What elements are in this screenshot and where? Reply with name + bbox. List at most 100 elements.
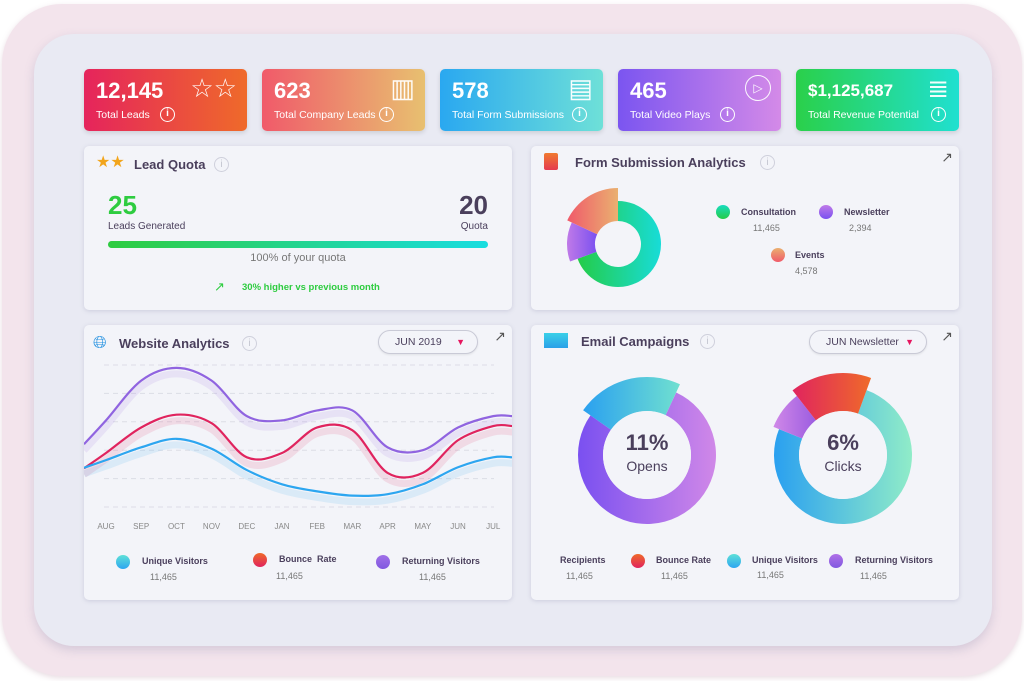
stat-label: Total Revenue Potential [808, 109, 919, 121]
stat-card-total-leads[interactable]: 12,145 Total Leads i ☆☆ [84, 69, 247, 131]
play-icon: ▷ [745, 75, 771, 101]
info-icon[interactable]: i [760, 155, 775, 170]
series-line-unique-visitors [84, 437, 512, 497]
expand-icon[interactable]: ↗ [494, 328, 506, 344]
x-tick-label: AUG [97, 522, 115, 531]
x-tick-label: DEC [238, 522, 256, 531]
stat-value: 12,145 [96, 78, 164, 103]
stars-icon: ☆☆ [190, 73, 237, 103]
stat-label: Total Leads [96, 109, 150, 121]
legend-label: Events [795, 250, 825, 260]
dropdown-value: JUN 2019 [395, 336, 442, 348]
x-tick-label: SEP [133, 522, 150, 531]
x-tick-label: OCT [167, 522, 185, 531]
legend-label: Unique Visitors [142, 556, 208, 566]
caret-down-icon: ▼ [905, 337, 914, 347]
stat-card-revenue-potential[interactable]: $1,125,687 Total Revenue Potential i ≣ [796, 69, 959, 131]
legend-dot-bounce-rate [253, 553, 267, 567]
building-stars-icon: ▥ [390, 73, 415, 103]
stat-value: $1,125,687 [808, 81, 894, 100]
legend-label: Unique Visitors [752, 555, 818, 565]
trend-up-icon: ↗ [214, 279, 225, 294]
website-analytics-card: 🌐︎ Website Analytics i JUN 2019 ▼ ↗ AUG SE… [84, 325, 512, 600]
clicks-percent: 6% [827, 430, 859, 455]
globe-icon: 🌐︎ [93, 333, 107, 352]
expand-icon[interactable]: ↗ [941, 149, 953, 165]
opens-percent: 11% [625, 430, 669, 455]
legend-value: 11,465 [661, 571, 688, 581]
lead-quota-card: ★★ Lead Quota i 25 Leads Generated 20 Qu… [84, 146, 512, 310]
legend-dot-events [771, 248, 785, 262]
stat-card-video-plays[interactable]: 465 Total Video Plays i ▷ [618, 69, 781, 131]
campaign-dropdown[interactable]: JUN Newsletter ▼ [809, 330, 927, 354]
stat-card-company-leads[interactable]: 623 Total Company Leads i ▥ [262, 69, 425, 131]
legend-dot-returning-visitors [829, 554, 843, 568]
donut-segment-consultation [577, 201, 661, 287]
stat-value: 578 [452, 78, 489, 103]
card-title: Form Submission Analytics [575, 155, 746, 170]
quota-progress-bar [108, 241, 488, 248]
x-tick-label: JUN [450, 522, 466, 531]
series-glow [84, 370, 512, 463]
form-donut-chart [567, 188, 661, 287]
legend-label: Returning Visitors [402, 556, 480, 566]
info-icon[interactable]: i [720, 107, 735, 122]
stat-card-form-submissions[interactable]: 578 Total Form Submissions i ▤ [440, 69, 603, 131]
donut-segment-events [567, 188, 618, 235]
card-title: Website Analytics [119, 336, 230, 351]
info-icon[interactable]: i [572, 107, 587, 122]
leads-generated-value: 25 [108, 190, 137, 220]
legend-dot-unique-visitors [116, 555, 130, 569]
legend-value: 11,465 [419, 572, 446, 582]
donut-segment-newsletter [567, 222, 598, 262]
month-dropdown[interactable]: JUN 2019 ▼ [378, 330, 478, 354]
info-icon[interactable]: i [379, 107, 394, 122]
x-tick-label: NOV [202, 522, 221, 531]
legend-label: Consultation [741, 207, 796, 217]
stars-icon: ★★ [96, 154, 125, 171]
legend-value: 11,465 [566, 571, 593, 581]
donut-center [799, 411, 887, 499]
legend-value: 11,465 [860, 571, 887, 581]
quota-progress-text: 100% of your quota [250, 252, 346, 264]
series-glow [84, 417, 512, 488]
info-icon[interactable]: i [242, 336, 257, 351]
legend-dot-returning-visitors [376, 555, 390, 569]
info-icon[interactable]: i [700, 334, 715, 349]
leads-generated-label: Leads Generated [108, 221, 186, 232]
card-title: Email Campaigns [581, 334, 690, 349]
legend-dot-consultation [716, 205, 730, 219]
donut-segment-returning-visitors [773, 395, 816, 439]
info-icon[interactable]: i [160, 107, 175, 122]
info-icon[interactable]: i [931, 107, 946, 122]
x-tick-label: JUL [486, 522, 501, 531]
stat-label: Total Video Plays [630, 109, 711, 121]
donut-center [603, 411, 691, 499]
caret-down-icon: ▼ [456, 337, 465, 347]
stat-value: 623 [274, 78, 311, 103]
info-icon[interactable]: i [214, 157, 229, 172]
email-campaigns-card: Email Campaigns i JUN Newsletter ▼ ↗ 11% … [531, 325, 959, 600]
donut-segment-returning-visitors [578, 392, 716, 524]
series-line-bounce-rate [84, 413, 512, 479]
donut-segment-bounce-rate [792, 373, 872, 421]
dropdown-value: JUN Newsletter [826, 336, 899, 348]
legend-label: Recipients [560, 555, 606, 565]
email-donut-charts [578, 373, 912, 524]
donut-segment-unique-visitors [774, 390, 912, 524]
legend-value: 11,465 [150, 572, 177, 582]
legend-label: Returning Visitors [855, 555, 933, 565]
expand-icon[interactable]: ↗ [941, 328, 953, 344]
quota-label: Quota [460, 221, 488, 232]
x-tick-label: FEB [309, 522, 325, 531]
legend-value: 11,465 [753, 223, 780, 233]
x-tick-label: APR [379, 522, 396, 531]
x-tick-label: MAR [343, 522, 362, 531]
x-tick-label: JAN [274, 522, 290, 531]
legend-value: 4,578 [795, 266, 818, 276]
legend-dot-unique-visitors [727, 554, 741, 568]
donut-segment-unique-visitors [583, 377, 680, 430]
form-icon [544, 153, 558, 170]
quota-progress-fill [108, 241, 488, 248]
envelope-icon [544, 333, 568, 348]
